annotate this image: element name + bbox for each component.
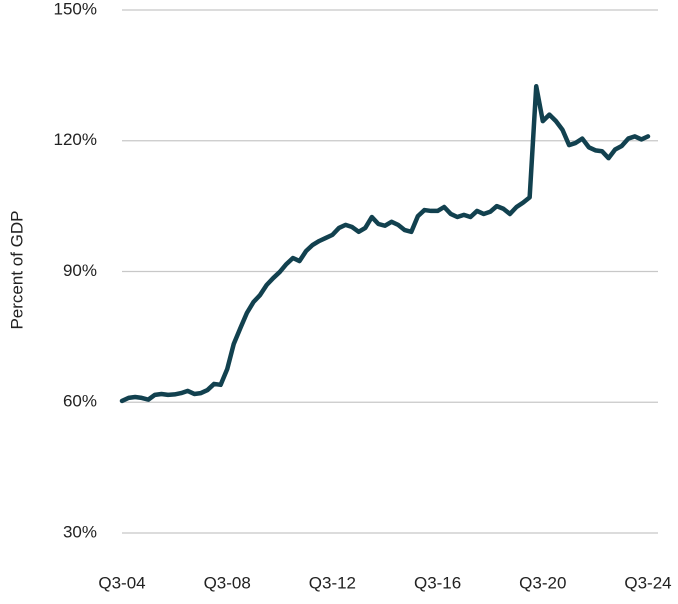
x-tick-label: Q3-04: [98, 573, 145, 592]
y-tick-label: 120%: [54, 130, 97, 149]
x-tick-label: Q3-20: [519, 573, 566, 592]
x-tick-label: Q3-16: [414, 573, 461, 592]
y-tick-label: 30%: [63, 522, 97, 541]
x-tick-label: Q3-24: [624, 573, 671, 592]
data-line: [119, 84, 651, 404]
y-tick-label: 90%: [63, 261, 97, 280]
y-axis-label: Percent of GDP: [7, 210, 26, 329]
y-tick-label: 60%: [63, 392, 97, 411]
x-tick-label: Q3-08: [204, 573, 251, 592]
x-tick-label: Q3-12: [309, 573, 356, 592]
y-tick-label: 150%: [54, 0, 97, 18]
